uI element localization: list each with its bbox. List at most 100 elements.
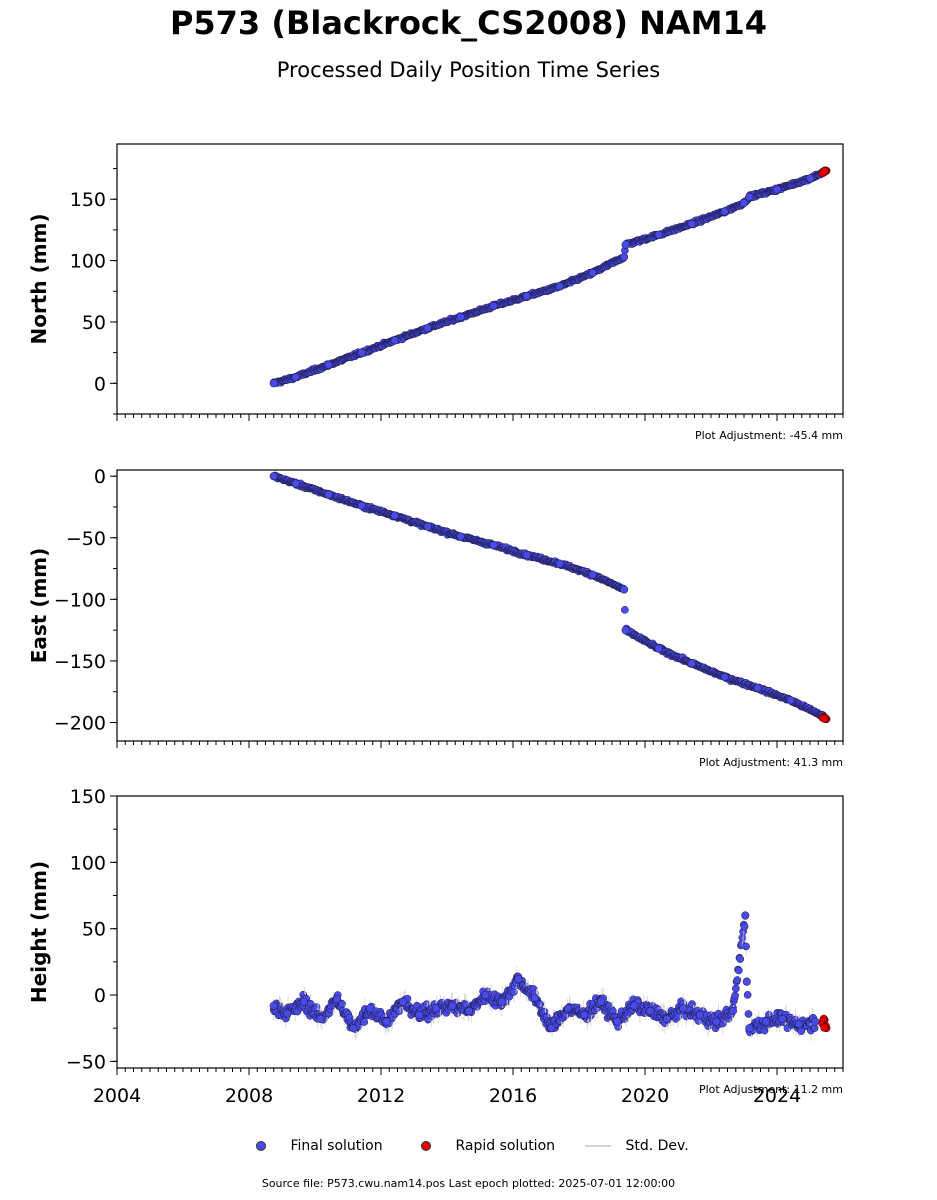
final-solution-point (357, 348, 366, 357)
final-solution-point (324, 490, 333, 499)
final-solution-point (742, 942, 750, 951)
final-solution-point (805, 174, 815, 183)
final-solution-point (679, 1004, 688, 1013)
final-solution-point (662, 1014, 672, 1023)
y-tick-label: −50 (66, 528, 106, 550)
final-solution-point (390, 511, 399, 520)
final-solution-point (728, 1006, 738, 1015)
source-footer: Source file: P573.cwu.nam14.pos Last epo… (261, 1177, 676, 1190)
final-solution-point (739, 198, 749, 207)
final-solution-point (489, 301, 498, 311)
stddev-line-icon (585, 1145, 611, 1147)
final-solution-point (745, 1024, 754, 1033)
final-solution-point (621, 606, 629, 614)
final-solution-point (555, 559, 564, 568)
final-solution-point (596, 997, 606, 1006)
final-solution-point (588, 268, 597, 277)
panel1-frame (116, 469, 844, 742)
final-solution-point (620, 252, 629, 261)
y-tick-label: 0 (94, 985, 106, 1007)
final-solution-point (580, 1010, 589, 1019)
final-solution-point (536, 1000, 545, 1009)
x-tick-label: 2008 (225, 1085, 273, 1107)
rapid-solution-point (820, 714, 829, 723)
final-solution-point (563, 1004, 573, 1013)
final-solution-point (456, 532, 465, 541)
final-solution-point (481, 990, 490, 1000)
final-solution-point (269, 472, 278, 481)
y-tick-label: 150 (70, 786, 106, 808)
x-tick-label: 2024 (753, 1085, 801, 1107)
final-solution-point (811, 1017, 820, 1026)
legend-final-label: Final solution (290, 1138, 383, 1154)
final-solution-point (731, 991, 739, 1000)
final-solution-point (365, 1004, 375, 1013)
final-solution-point (269, 1001, 278, 1010)
final-solution-point (695, 1010, 705, 1019)
legend-stddev: Std. Dev. (585, 1138, 689, 1154)
rapid-solution-point (820, 167, 829, 176)
final-solution-point (687, 219, 696, 228)
final-solution-point (514, 975, 523, 984)
final-solution-point (555, 282, 564, 291)
y-tick-label: −100 (54, 589, 106, 611)
final-solution-point (646, 1006, 655, 1015)
final-solution-point (332, 994, 342, 1004)
final-solution-point (357, 501, 366, 510)
final-solution-point (742, 977, 751, 986)
final-solution-point (734, 966, 743, 975)
legend-rapid-label: Rapid solution (455, 1138, 556, 1154)
final-solution-point (423, 324, 432, 333)
final-solution-point (283, 1009, 292, 1018)
final-solution-point (522, 550, 531, 560)
final-solution-point (733, 976, 742, 984)
rapid-solution-point (820, 1023, 829, 1032)
final-solution-point (720, 672, 729, 681)
chart-title: P573 (Blackrock_CS2008) NAM14 (169, 4, 768, 42)
final-solution-point (810, 1024, 819, 1032)
final-solution-point (621, 626, 630, 635)
x-tick-label: 2004 (93, 1085, 141, 1107)
final-solution-point (547, 1024, 556, 1033)
final-solution-point (395, 1007, 404, 1015)
final-solution-point (456, 312, 465, 322)
y-tick-label: −50 (66, 1051, 106, 1073)
plot-adjustment-note: Plot Adjustment: 11.2 mm (699, 1083, 843, 1096)
final-solution-point (299, 997, 309, 1006)
y-tick-label: 150 (70, 189, 106, 211)
final-solution-point (761, 1017, 771, 1026)
final-solution-point (522, 292, 531, 301)
legend-rapid: Rapid solution (421, 1138, 555, 1154)
legend-final: Final solution (256, 1138, 383, 1154)
final-solution-point (654, 230, 663, 239)
final-solution-point (687, 659, 696, 668)
final-solution-point (778, 1014, 787, 1023)
final-solution-point (448, 1001, 457, 1010)
x-tick-label: 2020 (621, 1085, 669, 1107)
final-solution-point (269, 379, 278, 388)
final-solution-point (620, 585, 629, 594)
final-solution-point (720, 207, 729, 216)
y-tick-label: 0 (94, 466, 106, 488)
y-tick-label: 0 (94, 373, 106, 395)
final-solution-point (382, 1017, 391, 1026)
final-solution-point (464, 1006, 474, 1015)
final-solution-point (349, 1024, 358, 1033)
final-solution-point (745, 192, 754, 201)
final-solution-point (530, 993, 540, 1002)
x-tick-label: 2016 (489, 1085, 537, 1107)
final-solution-point (654, 644, 663, 653)
final-solution-point (489, 541, 498, 550)
legend-stddev-label: Std. Dev. (625, 1138, 689, 1154)
final-solution-point (736, 955, 745, 963)
final-solution-point (621, 240, 630, 249)
final-solution-point (497, 997, 507, 1006)
final-solution-point (794, 1020, 804, 1029)
final-solution-point (324, 360, 333, 369)
y-tick-label: 100 (70, 251, 106, 273)
panel0-frame (116, 143, 844, 415)
final-solution-point (316, 1014, 325, 1023)
final-solution-point (423, 522, 432, 531)
final-solution-point (741, 911, 750, 920)
chart-subtitle: Processed Daily Position Time Series (276, 58, 661, 82)
